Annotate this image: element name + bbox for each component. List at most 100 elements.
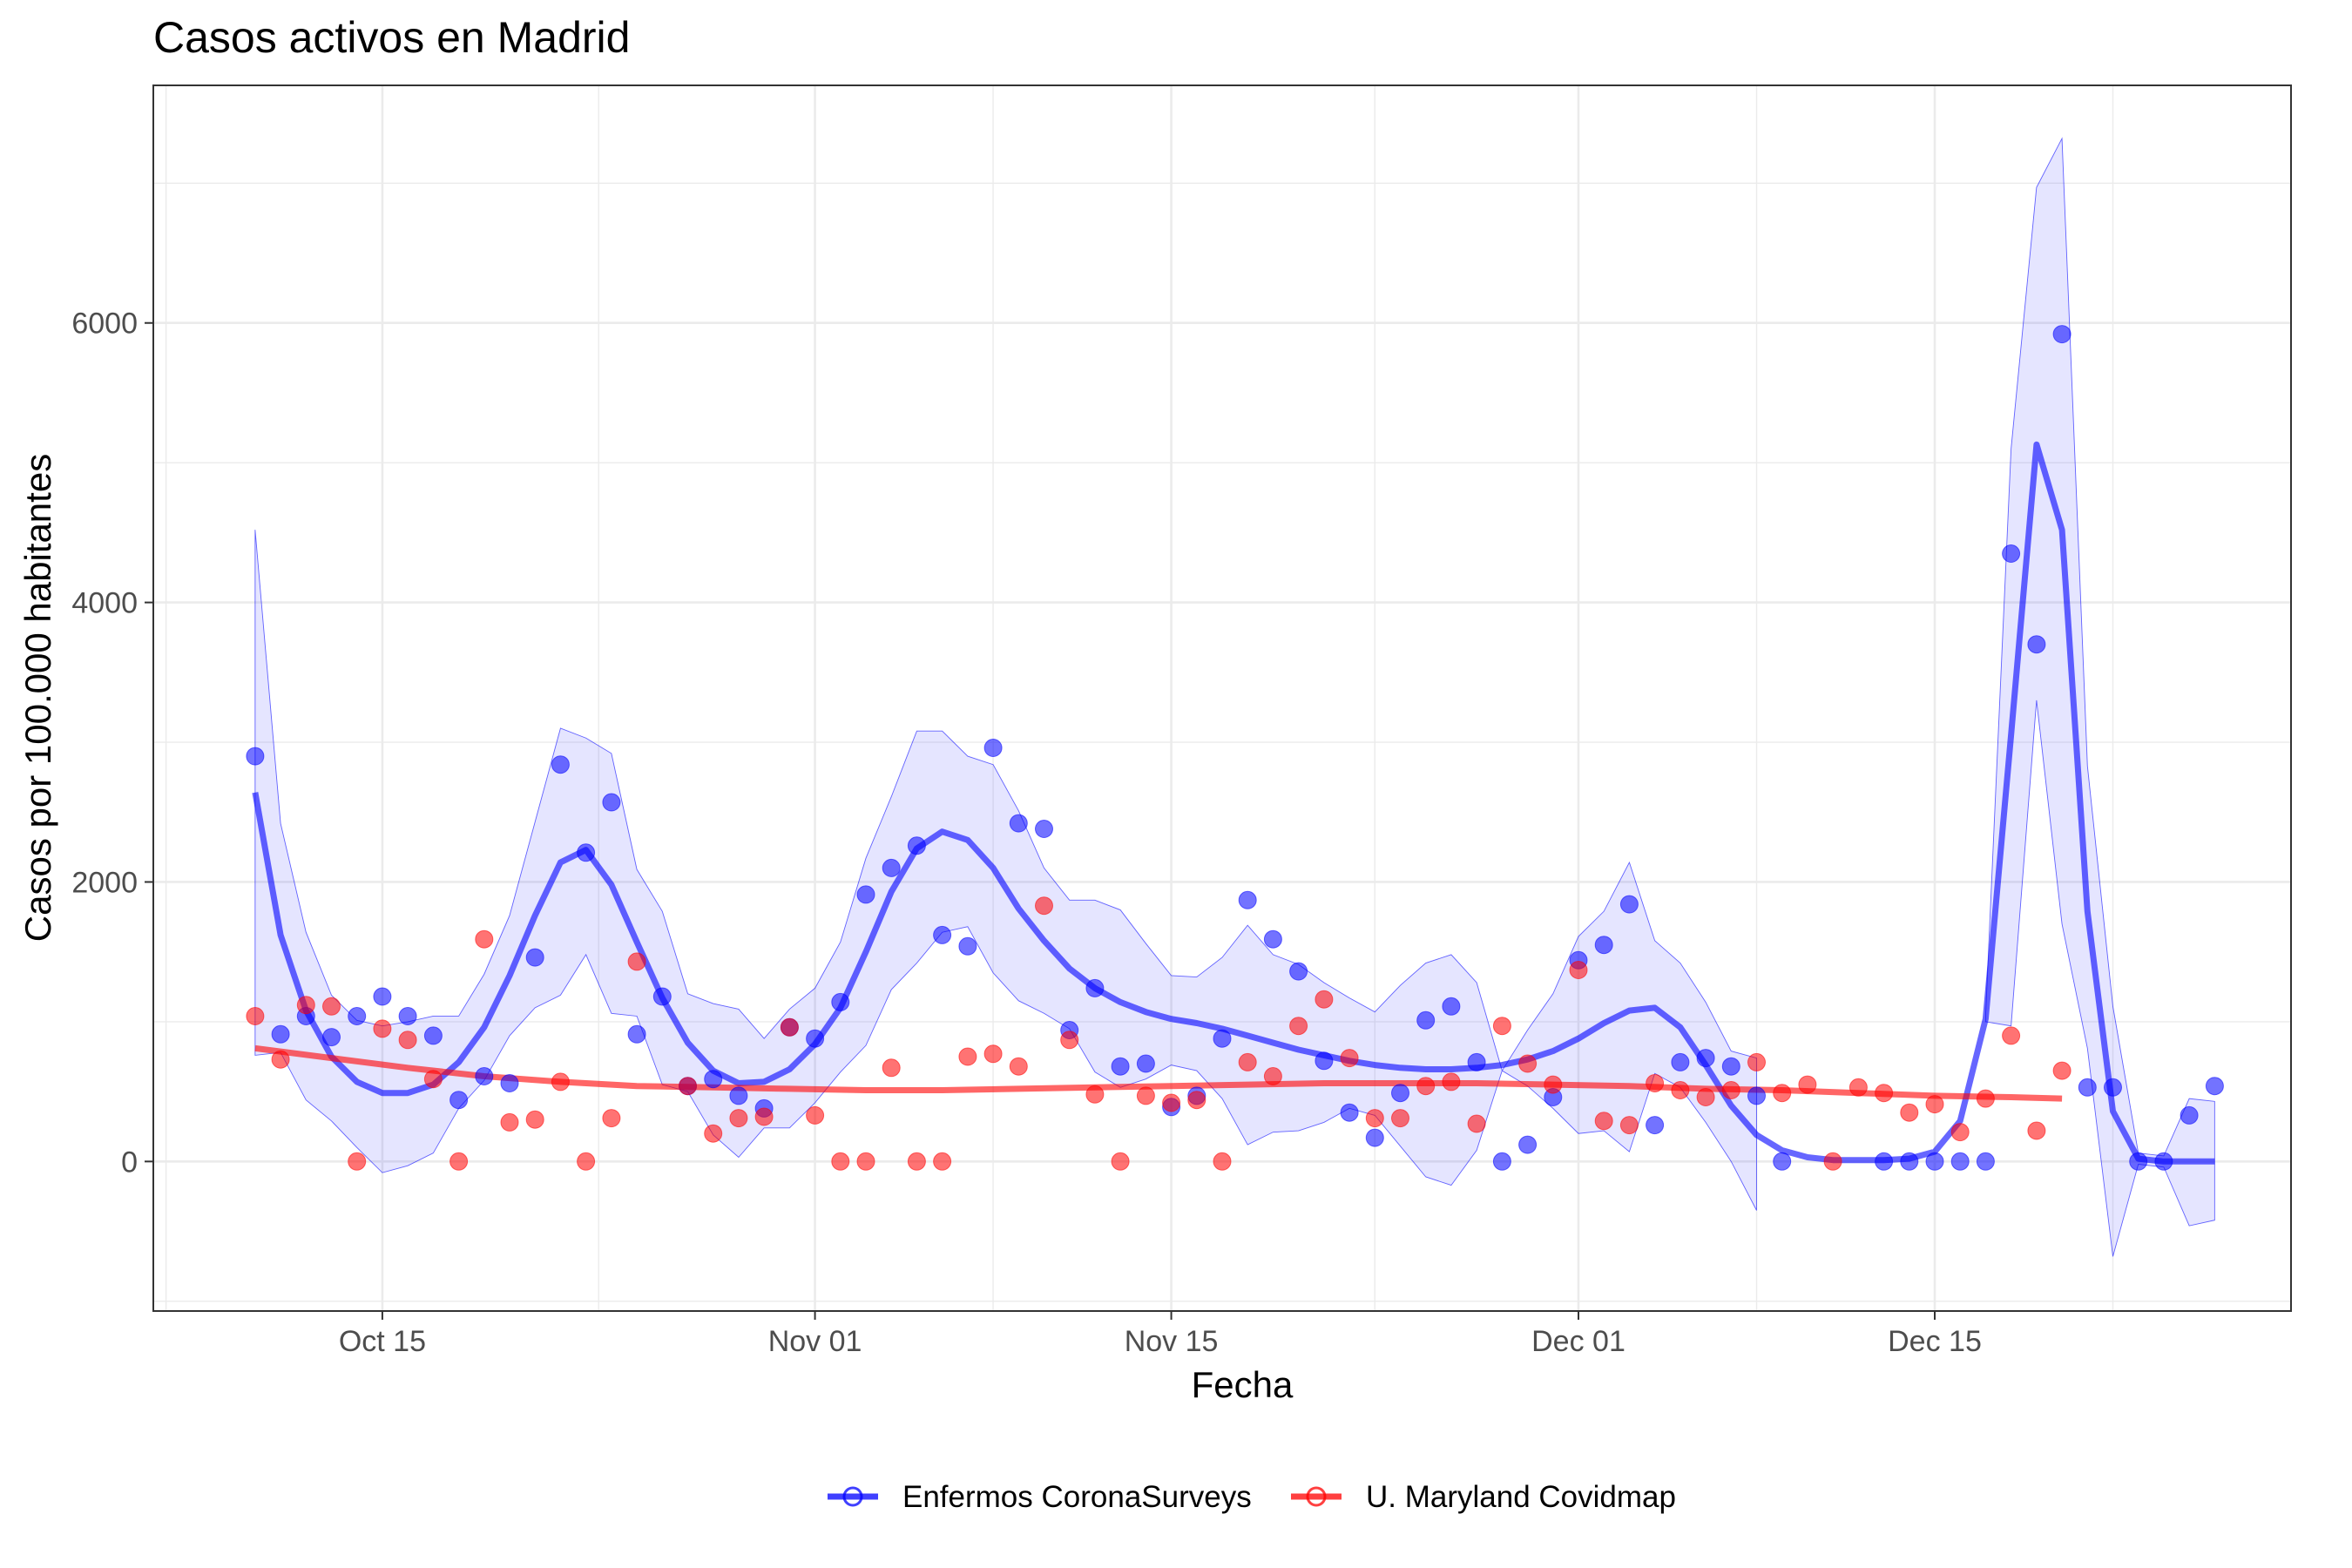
chart-title: Casos activos en Madrid bbox=[153, 13, 630, 62]
coronasurveys-point bbox=[1875, 1152, 1894, 1171]
maryland-point bbox=[475, 929, 494, 949]
maryland-point bbox=[577, 1152, 596, 1171]
coronasurveys-point bbox=[577, 843, 596, 862]
maryland-point bbox=[398, 1031, 417, 1050]
coronasurveys-point bbox=[1213, 1029, 1232, 1048]
y-tick-label: 0 bbox=[121, 1146, 138, 1179]
maryland-point bbox=[1518, 1054, 1538, 1073]
confidence-band-layer bbox=[254, 137, 2215, 1257]
maryland-point bbox=[1594, 1112, 1613, 1131]
coronasurveys-point bbox=[1747, 1086, 1766, 1105]
coronasurveys-point bbox=[602, 793, 621, 812]
maryland-point bbox=[1671, 1081, 1690, 1099]
maryland-point bbox=[754, 1107, 774, 1126]
coronasurveys-point bbox=[373, 987, 392, 1006]
y-tick-label: 6000 bbox=[71, 308, 138, 341]
maryland-point bbox=[1391, 1109, 1409, 1128]
coronasurveys-point bbox=[2052, 325, 2072, 344]
maryland-point bbox=[1848, 1078, 1868, 1097]
maryland-point bbox=[1747, 1052, 1766, 1071]
coronasurveys-point bbox=[2154, 1152, 2173, 1171]
plot-panel-border bbox=[152, 84, 2292, 1312]
coronasurveys-point bbox=[348, 1007, 367, 1025]
coronasurveys-point bbox=[1442, 997, 1461, 1016]
maryland-point bbox=[1060, 1031, 1079, 1050]
maryland-point bbox=[602, 1109, 621, 1128]
legend-key-marker-maryland bbox=[1306, 1486, 1327, 1507]
maryland-point bbox=[2027, 1121, 2046, 1140]
maryland-point bbox=[1875, 1084, 1894, 1103]
maryland-point bbox=[1315, 990, 1334, 1009]
maryland-point bbox=[2052, 1061, 2072, 1080]
legend-key-marker-coronasurveys bbox=[842, 1486, 863, 1507]
coronasurveys-point bbox=[271, 1024, 290, 1044]
coronasurveys-point bbox=[882, 858, 901, 877]
coronasurveys-point bbox=[475, 1067, 494, 1085]
coronasurveys-point bbox=[2205, 1077, 2224, 1096]
maryland-point bbox=[627, 952, 646, 971]
maryland-point bbox=[2002, 1026, 2021, 1045]
x-tick-label: Nov 15 bbox=[1125, 1325, 1219, 1358]
coronasurveys-point bbox=[1492, 1152, 1511, 1171]
y-axis-title: Casos por 100.000 habitantes bbox=[17, 454, 58, 942]
coronasurveys-point bbox=[1289, 962, 1308, 981]
maryland-point bbox=[551, 1072, 570, 1092]
maryland-point bbox=[983, 1044, 1003, 1064]
maryland-point bbox=[1416, 1077, 1436, 1096]
coronasurveys-point bbox=[2180, 1105, 2199, 1125]
maryland-point bbox=[831, 1152, 850, 1171]
coronasurveys-point bbox=[1315, 1051, 1334, 1071]
maryland-point bbox=[780, 1017, 799, 1037]
coronasurveys-point bbox=[525, 948, 544, 967]
coronasurveys-point bbox=[831, 992, 850, 1011]
maryland-point bbox=[729, 1109, 748, 1128]
x-tick-label: Dec 01 bbox=[1531, 1325, 1625, 1358]
coronasurveys-point bbox=[1721, 1057, 1740, 1076]
maryland-point bbox=[958, 1047, 977, 1066]
coronasurveys-point bbox=[1976, 1152, 1995, 1171]
maryland-point bbox=[1823, 1152, 1842, 1171]
maryland-point bbox=[806, 1105, 825, 1125]
coronasurveys-point bbox=[1111, 1057, 1130, 1076]
maryland-point bbox=[1798, 1075, 1817, 1094]
x-axis-ticks: Oct 15 Nov 01 Nov 15 Dec 01 Dec 15 bbox=[339, 1311, 1982, 1358]
coronasurveys-point bbox=[1619, 895, 1639, 914]
maryland-point bbox=[1085, 1085, 1105, 1104]
coronasurveys-point bbox=[933, 925, 952, 944]
coronasurveys-point bbox=[551, 755, 570, 774]
maryland-point bbox=[322, 997, 341, 1016]
coronasurveys-point bbox=[1365, 1128, 1384, 1147]
coronasurveys-point bbox=[1340, 1103, 1359, 1122]
coronasurveys-point bbox=[246, 747, 265, 766]
maryland-point bbox=[1721, 1081, 1740, 1099]
maryland-point bbox=[1773, 1084, 1792, 1103]
coronasurveys-point bbox=[907, 836, 926, 855]
x-tick-label: Dec 15 bbox=[1888, 1325, 1982, 1358]
points-layer bbox=[246, 325, 2224, 1171]
coronasurveys-point bbox=[322, 1028, 341, 1047]
maryland-point bbox=[500, 1112, 519, 1132]
y-tick-label: 4000 bbox=[71, 587, 138, 620]
maryland-point bbox=[296, 996, 315, 1015]
coronasurveys-point bbox=[1671, 1052, 1690, 1071]
maryland-point bbox=[1213, 1152, 1232, 1171]
maryland-point bbox=[1238, 1052, 1257, 1071]
maryland-point bbox=[1136, 1086, 1155, 1105]
coronasurveys-point bbox=[423, 1026, 443, 1045]
coronasurveys-point bbox=[2027, 635, 2046, 654]
coronasurveys-point bbox=[2129, 1152, 2148, 1171]
maryland-point bbox=[1544, 1075, 1563, 1094]
coronasurveys-point bbox=[1263, 929, 1282, 949]
maryland-point bbox=[856, 1152, 875, 1171]
coronasurveys-point bbox=[1035, 820, 1053, 838]
legend-label-maryland: U. Maryland Covidmap bbox=[1366, 1480, 1676, 1514]
maryland-point bbox=[525, 1110, 544, 1129]
y-tick-label: 2000 bbox=[71, 866, 138, 899]
coronasurveys-point bbox=[1085, 978, 1105, 997]
maryland-point bbox=[1976, 1089, 1995, 1108]
maryland-point bbox=[1950, 1123, 1970, 1142]
maryland-point bbox=[1365, 1109, 1384, 1128]
maryland-point bbox=[449, 1152, 469, 1171]
x-tick-label: Nov 01 bbox=[768, 1325, 862, 1358]
